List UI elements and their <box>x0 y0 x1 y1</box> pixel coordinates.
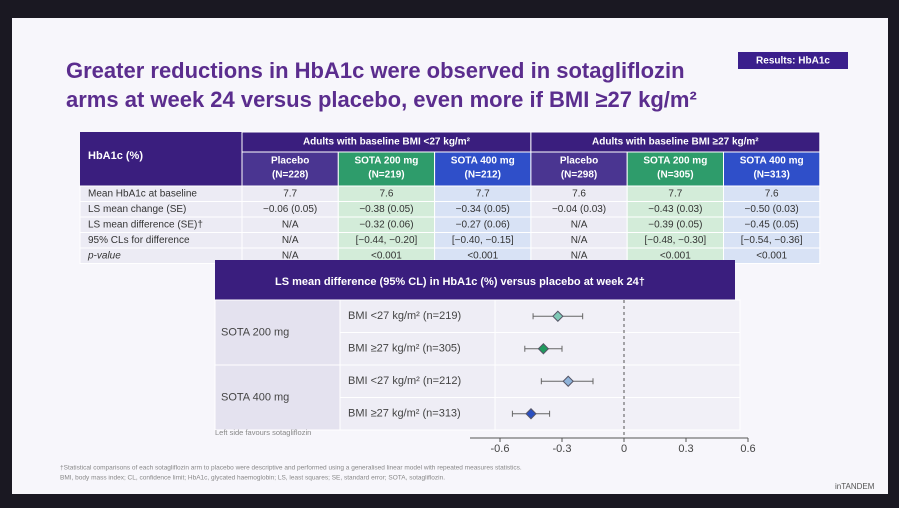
column-cell <box>723 151 821 187</box>
footnote: BMI, body mass index; CL, confidence lim… <box>60 475 445 482</box>
cell-text: −0.45 (0.05) <box>745 220 799 231</box>
forest-header <box>215 260 735 300</box>
cell-text: <0.001 <box>756 251 787 262</box>
cell-text: N/A <box>571 251 588 262</box>
corner-label: HbA1c (%) <box>88 150 143 162</box>
plot-cell <box>494 332 741 366</box>
column-cell <box>434 151 532 187</box>
column-header: Placebo <box>271 156 309 167</box>
row-cell <box>339 332 496 366</box>
x-tick-label: 0.3 <box>678 443 693 455</box>
cell-text: 7.7 <box>476 189 490 200</box>
cell-text: [−0.54, −0.36] <box>741 235 803 246</box>
cell-text: 7.6 <box>572 189 586 200</box>
point-diamond <box>552 310 564 322</box>
cell-text: <0.001 <box>371 251 402 262</box>
column-header: SOTA 400 mg <box>740 156 804 167</box>
x-tick-label: 0 <box>621 443 627 455</box>
x-tick-label: -0.6 <box>491 443 510 455</box>
corner-cell <box>80 132 242 186</box>
cell-text: 7.6 <box>765 189 779 200</box>
annotation: Left side favours sotagliflozin <box>215 428 311 437</box>
group-label: SOTA 400 mg <box>221 391 289 403</box>
column-header: (N=212) <box>465 170 501 181</box>
group-cell <box>214 364 341 431</box>
cell-text: 7.7 <box>668 189 682 200</box>
point-diamond <box>525 408 537 420</box>
x-tick-label: 0.6 <box>740 443 755 455</box>
column-header: (N=313) <box>753 170 789 181</box>
group-header: Adults with baseline BMI <27 kg/m² <box>303 137 471 148</box>
cell-text: 7.7 <box>283 189 297 200</box>
title-line: Greater reductions in HbA1c were observe… <box>66 58 685 83</box>
footnote: †Statistical comparisons of each sotagli… <box>60 465 522 472</box>
cell-text: N/A <box>282 235 299 246</box>
cell-text: N/A <box>282 220 299 231</box>
cell <box>723 247 821 264</box>
column-header: SOTA 400 mg <box>451 156 515 167</box>
logo: inTANDEM <box>835 482 875 491</box>
tag: Results: HbA1c <box>756 56 830 67</box>
row-label: BMI <27 kg/m² (n=219) <box>348 310 461 322</box>
x-tick-label: -0.3 <box>553 443 572 455</box>
column-header: SOTA 200 mg <box>354 156 418 167</box>
cell-text: N/A <box>282 251 299 262</box>
point-diamond <box>562 375 574 387</box>
cell-text: N/A <box>571 235 588 246</box>
cell-text: 95% CLs for difference <box>88 235 190 246</box>
column-cell <box>241 151 339 187</box>
forest-title: LS mean difference (95% CL) in HbA1c (%)… <box>275 276 645 288</box>
cell-text: [−0.40, −0.15] <box>452 235 514 246</box>
point-diamond <box>537 343 550 355</box>
cell-text: LS mean difference (SE)† <box>88 220 203 231</box>
cell-text: −0.43 (0.03) <box>648 204 702 215</box>
column-header: (N=219) <box>368 170 404 181</box>
cell-text: −0.06 (0.05) <box>263 204 317 215</box>
cell-text: −0.32 (0.06) <box>359 220 413 231</box>
column-header: (N=228) <box>272 170 308 181</box>
cell-text: −0.38 (0.05) <box>359 204 413 215</box>
cell-text: <0.001 <box>660 251 691 262</box>
cell-text: 7.6 <box>379 189 393 200</box>
row-label: BMI <27 kg/m² (n=212) <box>348 375 461 387</box>
cell-text: −0.04 (0.03) <box>552 204 606 215</box>
group-label: SOTA 200 mg <box>221 326 289 338</box>
title-line: arms at week 24 versus placebo, even mor… <box>66 87 697 112</box>
cell-text: −0.34 (0.05) <box>456 204 510 215</box>
cell-text: <0.001 <box>467 251 498 262</box>
cell-text: [−0.48, −0.30] <box>644 235 706 246</box>
cell-text: p-value <box>87 251 121 262</box>
group-header: Adults with baseline BMI ≥27 kg/m² <box>592 137 759 148</box>
plot-cell <box>494 364 741 398</box>
cell-text: −0.39 (0.05) <box>648 220 702 231</box>
cell-text: −0.27 (0.06) <box>456 220 510 231</box>
row-cell <box>339 397 496 431</box>
row-label: BMI ≥27 kg/m² (n=305) <box>348 343 461 355</box>
column-header: SOTA 200 mg <box>643 156 707 167</box>
column-header: Placebo <box>560 156 598 167</box>
cell-text: Mean HbA1c at baseline <box>88 189 197 200</box>
tag-box <box>738 52 848 69</box>
cell-text: [−0.44, −0.20] <box>356 235 418 246</box>
cell-text: N/A <box>571 220 588 231</box>
column-header: (N=305) <box>657 170 693 181</box>
plot-cell <box>494 299 741 333</box>
cell-text: −0.50 (0.03) <box>745 204 799 215</box>
column-cell <box>626 151 725 187</box>
group-cell <box>214 299 341 366</box>
cell-text: LS mean change (SE) <box>88 204 186 215</box>
row-label: BMI ≥27 kg/m² (n=313) <box>348 408 461 420</box>
column-header: (N=298) <box>561 170 597 181</box>
row-cell <box>339 299 496 333</box>
